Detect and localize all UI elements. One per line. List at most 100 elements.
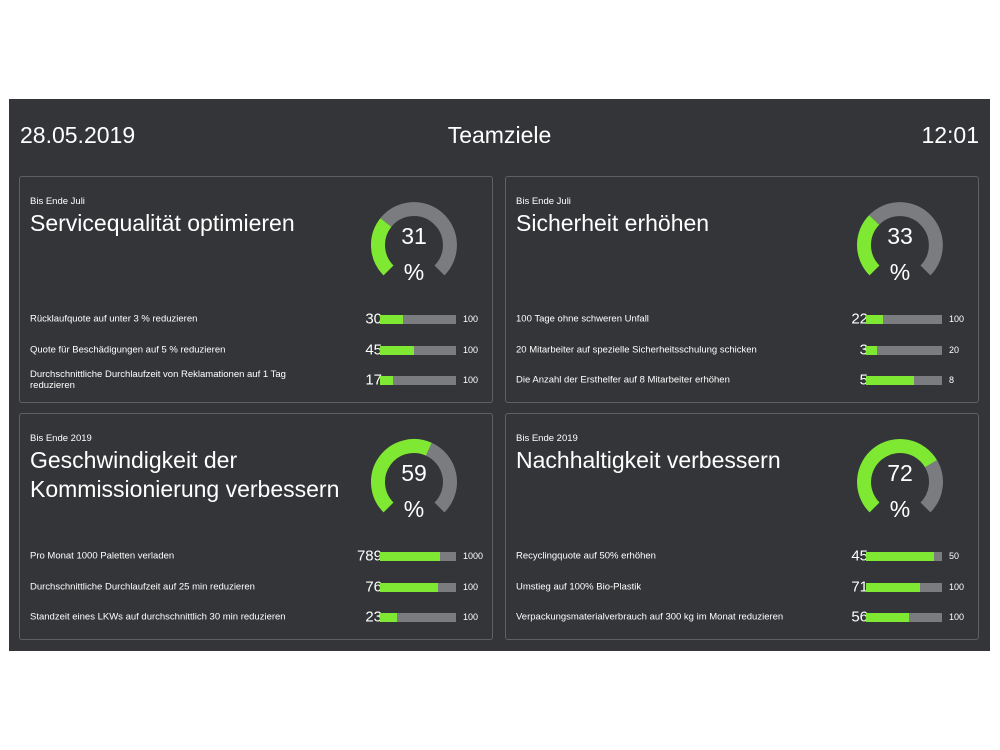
page-title: Teamziele xyxy=(447,122,552,148)
goal-row: Durchschnittliche Durchlaufzeit auf 25 m… xyxy=(20,572,494,602)
goal-row-label: Durchschnittliche Durchlaufzeit auf 25 m… xyxy=(30,581,255,593)
goal-row-target: 100 xyxy=(949,582,965,592)
goal-progress-bar xyxy=(866,315,942,324)
goal-progress-bar xyxy=(380,613,456,622)
goal-card-picking-speed[interactable]: Bis Ende 2019 Geschwindigkeit der Kommis… xyxy=(19,413,493,640)
goal-row-value: 45 xyxy=(851,547,868,565)
goal-row-target: 100 xyxy=(463,612,479,622)
gauge-fill xyxy=(371,439,432,513)
goal-progress-bar xyxy=(866,376,942,385)
goal-row: Pro Monat 1000 Paletten verladen 789 100… xyxy=(20,541,494,571)
goal-progress-fill xyxy=(380,613,398,622)
goal-deadline: Bis Ende Juli xyxy=(30,196,85,207)
gauge-fill xyxy=(857,439,938,513)
team-goals-dashboard: Teamziele 28.05.2019 12:01 Bis Ende Juli… xyxy=(9,99,990,651)
goal-row-label: Standzeit eines LKWs auf durchschnittlic… xyxy=(30,611,286,623)
goal-row-value: 30 xyxy=(365,310,382,328)
header-date: 28.05.2019 xyxy=(20,122,136,148)
goal-row-value: 56 xyxy=(851,608,868,626)
progress-gauge: 33 % xyxy=(850,195,950,295)
goal-row: Umstieg auf 100% Bio-Plastik 71 100 xyxy=(506,572,980,602)
goal-row-label: Quote für Beschädigungen auf 5 % reduzie… xyxy=(30,344,226,356)
goal-progress-fill xyxy=(380,315,403,324)
goal-row-value: 5 xyxy=(859,371,868,389)
goal-card-service-quality[interactable]: Bis Ende Juli Servicequalität optimieren… xyxy=(19,176,493,403)
goal-row-label: Pro Monat 1000 Paletten verladen xyxy=(30,550,175,562)
goal-row-target: 100 xyxy=(463,375,479,385)
progress-gauge: 31 % xyxy=(364,195,464,295)
goal-row: Quote für Beschädigungen auf 5 % reduzie… xyxy=(20,335,494,365)
gauge-percent-value: 33 xyxy=(887,223,913,249)
goal-row-value: 71 xyxy=(851,578,868,596)
goal-deadline: Bis Ende 2019 xyxy=(516,433,578,444)
gauge-fill xyxy=(857,215,880,276)
goal-progress-fill xyxy=(866,613,909,622)
goal-row-label: 100 Tage ohne schweren Unfall xyxy=(516,313,649,325)
goal-progress-bar xyxy=(866,583,942,592)
goal-row-target: 100 xyxy=(949,314,965,324)
goal-card-sustainability[interactable]: Bis Ende 2019 Nachhaltigkeit verbessern … xyxy=(505,413,979,640)
goal-title: Sicherheit erhöhen xyxy=(516,210,710,236)
goal-progress-fill xyxy=(380,376,393,385)
gauge-track xyxy=(869,202,943,276)
gauge-track xyxy=(425,442,457,513)
header-time: 12:01 xyxy=(921,122,979,148)
goal-row-target: 8 xyxy=(949,375,955,385)
gauge-track xyxy=(920,460,943,513)
goal-progress-fill xyxy=(866,346,878,355)
goal-row-target: 50 xyxy=(949,551,960,561)
goal-progress-fill xyxy=(380,552,440,561)
goal-row-label: Recyclingquote auf 50% erhöhen xyxy=(516,550,656,562)
goal-row-label: Verpackungsmaterialverbrauch auf 300 kg … xyxy=(516,611,784,623)
goal-row-label: Rücklaufquote auf unter 3 % reduzieren xyxy=(30,313,198,325)
goal-progress-bar xyxy=(380,376,456,385)
goal-card-safety[interactable]: Bis Ende Juli Sicherheit erhöhen 33 % 10… xyxy=(505,176,979,403)
goal-row-value: 22 xyxy=(851,310,868,328)
goal-row: 20 Mitarbeiter auf spezielle Sicherheits… xyxy=(506,335,980,365)
goal-row: Rücklaufquote auf unter 3 % reduzieren 3… xyxy=(20,304,494,334)
goal-row: Standzeit eines LKWs auf durchschnittlic… xyxy=(20,602,494,632)
gauge-percent-sign: % xyxy=(403,496,425,522)
goal-deadline: Bis Ende 2019 xyxy=(30,433,92,444)
goal-row: Recyclingquote auf 50% erhöhen 45 50 xyxy=(506,541,980,571)
goal-progress-fill xyxy=(380,346,415,355)
goal-row-target: 100 xyxy=(463,314,479,324)
gauge-percent-value: 31 xyxy=(401,223,427,249)
gauge-percent-sign: % xyxy=(403,259,425,285)
goal-row: 100 Tage ohne schweren Unfall 22 100 xyxy=(506,304,980,334)
goal-row: Verpackungsmaterialverbrauch auf 300 kg … xyxy=(506,602,980,632)
goal-progress-fill xyxy=(866,583,920,592)
goal-deadline: Bis Ende Juli xyxy=(516,196,571,207)
goal-progress-bar xyxy=(380,315,456,324)
goal-title: Servicequalität optimieren xyxy=(30,210,295,236)
goal-row-label: Durchschnittliche Durchlaufzeit von Rekl… xyxy=(30,369,286,391)
goal-progress-bar xyxy=(866,552,942,561)
goal-row: Durchschnittliche Durchlaufzeit von Rekl… xyxy=(20,365,494,395)
goal-row-target: 1000 xyxy=(463,551,484,561)
goal-row-value: 23 xyxy=(365,608,382,626)
gauge-percent-sign: % xyxy=(889,259,911,285)
goal-row: Die Anzahl der Ersthelfer auf 8 Mitarbei… xyxy=(506,365,980,395)
gauge-track xyxy=(380,202,457,276)
goal-title: Nachhaltigkeit verbessern xyxy=(516,447,781,473)
goal-row-label: 20 Mitarbeiter auf spezielle Sicherheits… xyxy=(516,344,757,356)
progress-gauge: 59 % xyxy=(364,432,464,532)
goal-row-target: 100 xyxy=(463,345,479,355)
goal-progress-bar xyxy=(380,552,456,561)
goal-row-target: 20 xyxy=(949,345,960,355)
goal-progress-fill xyxy=(866,315,883,324)
gauge-fill xyxy=(371,218,394,276)
gauge-percent-value: 59 xyxy=(401,460,427,486)
goal-row-value: 45 xyxy=(365,341,382,359)
gauge-percent-sign: % xyxy=(889,496,911,522)
goal-progress-fill xyxy=(866,376,914,385)
goal-progress-fill xyxy=(866,552,935,561)
goal-row-value: 76 xyxy=(365,578,382,596)
goal-title: Geschwindigkeit der Kommissionierung ver… xyxy=(30,447,340,502)
goal-row-value: 789 xyxy=(356,547,382,565)
goal-row-label: Die Anzahl der Ersthelfer auf 8 Mitarbei… xyxy=(516,374,730,386)
goal-progress-bar xyxy=(380,583,456,592)
gauge-percent-value: 72 xyxy=(887,460,913,486)
progress-gauge: 72 % xyxy=(850,432,950,532)
goal-progress-fill xyxy=(380,583,438,592)
